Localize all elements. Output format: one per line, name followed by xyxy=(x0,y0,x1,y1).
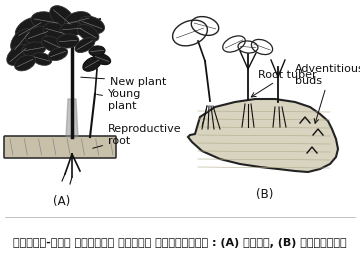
Ellipse shape xyxy=(43,24,67,40)
Ellipse shape xyxy=(75,38,95,53)
Ellipse shape xyxy=(77,25,99,42)
Ellipse shape xyxy=(32,53,52,66)
Ellipse shape xyxy=(93,54,111,65)
Text: Adventitious
buds: Adventitious buds xyxy=(295,64,360,124)
Ellipse shape xyxy=(15,18,45,42)
Ellipse shape xyxy=(15,56,35,72)
Ellipse shape xyxy=(50,7,74,29)
Ellipse shape xyxy=(31,13,61,31)
Ellipse shape xyxy=(11,30,33,54)
Ellipse shape xyxy=(57,35,79,49)
Ellipse shape xyxy=(26,27,50,44)
Ellipse shape xyxy=(42,37,62,53)
Ellipse shape xyxy=(80,17,104,35)
Text: चित्र-मूल द्वारा कायिक प्रवर्धन : (A) शीशम, (B) शकरकन्द: चित्र-मूल द्वारा कायिक प्रवर्धन : (A) शी… xyxy=(13,237,347,247)
Ellipse shape xyxy=(48,48,68,61)
Text: Reproductive
root: Reproductive root xyxy=(93,124,182,149)
Ellipse shape xyxy=(64,12,92,31)
Ellipse shape xyxy=(7,45,29,66)
Polygon shape xyxy=(66,100,78,137)
Text: (A): (A) xyxy=(53,194,71,207)
Ellipse shape xyxy=(83,58,101,72)
Text: New plant: New plant xyxy=(81,77,166,87)
Ellipse shape xyxy=(89,47,105,57)
FancyBboxPatch shape xyxy=(4,136,116,158)
Ellipse shape xyxy=(60,23,84,37)
Text: Root tuber: Root tuber xyxy=(251,70,317,98)
Ellipse shape xyxy=(22,43,46,57)
Text: (B): (B) xyxy=(256,187,274,200)
Polygon shape xyxy=(188,100,338,172)
Text: Young
plant: Young plant xyxy=(97,89,141,110)
